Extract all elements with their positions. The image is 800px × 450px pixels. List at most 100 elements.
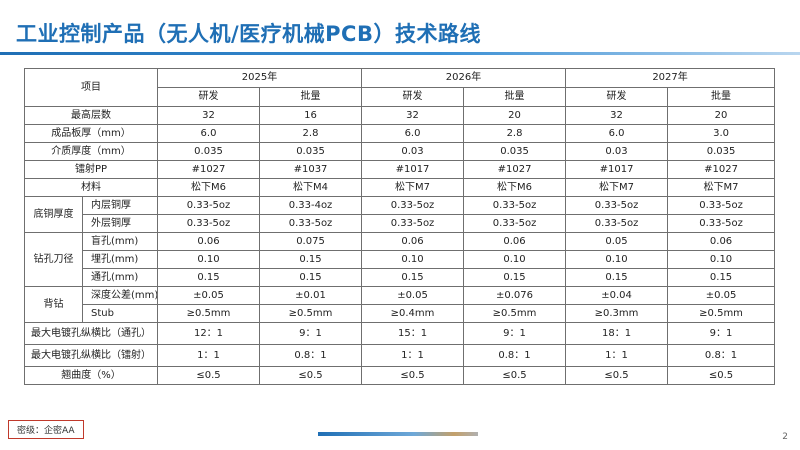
table-cell: 0.33-5oz bbox=[463, 196, 567, 215]
table-cell: 0.33-5oz bbox=[157, 196, 260, 215]
table-row: 通孔(mm) 0.15 0.15 0.15 0.15 0.15 0.15 bbox=[25, 268, 776, 287]
table-row: 最高层数 32 16 32 20 32 20 bbox=[24, 106, 776, 125]
table-cell: 0.03 bbox=[361, 142, 465, 161]
table-cell: 0.06 bbox=[157, 232, 260, 251]
table-cell: 32 bbox=[565, 106, 669, 125]
table-cell: ±0.05 bbox=[157, 286, 260, 305]
table-cell: 0.33-5oz bbox=[361, 196, 465, 215]
table-cell: 15：1 bbox=[361, 322, 465, 345]
table-cell: 0.10 bbox=[157, 250, 260, 269]
row-sub-label: 内层铜厚 bbox=[82, 196, 158, 215]
table-cell: 0.33-5oz bbox=[565, 196, 669, 215]
table-cell: ≤0.5 bbox=[258, 366, 363, 385]
table-cell: 20 bbox=[667, 106, 776, 125]
table-cell: 6.0 bbox=[565, 124, 669, 143]
table-row: 背钻 深度公差(mm) ±0.05 ±0.01 ±0.05 ±0.076 ±0.04 ±0.0… bbox=[24, 286, 776, 323]
table-cell: 松下M7 bbox=[667, 178, 776, 197]
table-cell: 0.33-5oz bbox=[361, 214, 465, 233]
table-cell: 18：1 bbox=[565, 322, 669, 345]
page-title: 工业控制产品（无人机/医疗机械PCB）技术路线 bbox=[16, 22, 481, 46]
row-group-label: 钻孔刀径 bbox=[24, 232, 83, 287]
table-cell: 1：1 bbox=[361, 344, 465, 367]
table-cell: 0.15 bbox=[667, 268, 776, 287]
table-cell: 0.33-5oz bbox=[258, 214, 363, 233]
phase-header-cell: 批量 bbox=[463, 87, 567, 107]
table-cell: 0.33-5oz bbox=[157, 214, 260, 233]
table-cell: ±0.076 bbox=[463, 286, 567, 305]
table-cell: ±0.01 bbox=[258, 286, 363, 305]
security-level-label: 密级：企密AA bbox=[8, 420, 84, 439]
table-row: 成品板厚（mm） 6.0 2.8 6.0 2.8 6.0 3.0 bbox=[24, 124, 776, 143]
phase-header-cell: 研发 bbox=[565, 87, 669, 107]
table-row: 底铜厚度 内层铜厚 0.33-5oz 0.33-4oz 0.33-5oz 0.33-5oz… bbox=[24, 196, 776, 233]
table-row: 最大电镀孔纵横比（镭射） 1：1 0.8：1 1：1 0.8：1 1：1 0.8：1 bbox=[24, 344, 776, 367]
table-cell: 0.06 bbox=[463, 232, 567, 251]
row-label: 介质厚度（mm） bbox=[24, 142, 158, 161]
row-label: 镭射PP bbox=[24, 160, 158, 179]
table-row: 材料 松下M6 松下M4 松下M7 松下M6 松下M7 松下M7 bbox=[24, 178, 776, 197]
row-label: 最大电镀孔纵横比（通孔） bbox=[24, 322, 158, 345]
phase-header-cell: 研发 bbox=[157, 87, 260, 107]
table-cell: 0.15 bbox=[157, 268, 260, 287]
row-label: 成品板厚（mm） bbox=[24, 124, 158, 143]
table-row: 最大电镀孔纵横比（通孔） 12：1 9：1 15：1 9：1 18：1 9：1 bbox=[24, 322, 776, 345]
table-cell: 松下M7 bbox=[361, 178, 465, 197]
table-cell: 0.33-5oz bbox=[667, 214, 776, 233]
table-cell: 松下M6 bbox=[157, 178, 260, 197]
table-cell: 0.15 bbox=[258, 268, 363, 287]
table-cell: 0.075 bbox=[258, 232, 363, 251]
table-cell: 9：1 bbox=[258, 322, 363, 345]
table-cell: 0.035 bbox=[258, 142, 363, 161]
table-cell: 0.035 bbox=[157, 142, 260, 161]
row-sub-label: Stub bbox=[82, 304, 158, 323]
table-cell: ±0.05 bbox=[667, 286, 776, 305]
table-cell: 1：1 bbox=[157, 344, 260, 367]
row-sub-label: 深度公差(mm) bbox=[82, 286, 158, 305]
table-cell: 0.15 bbox=[361, 268, 465, 287]
row-label: 材料 bbox=[24, 178, 158, 197]
table-row: 埋孔(mm) 0.10 0.15 0.10 0.10 0.10 0.10 bbox=[25, 250, 776, 269]
table-cell: ≤0.5 bbox=[361, 366, 465, 385]
header-row-years: 项目 2025年 2026年 2027年 bbox=[24, 68, 776, 107]
row-group-label: 底铜厚度 bbox=[24, 196, 83, 233]
table-cell: ≤0.5 bbox=[463, 366, 567, 385]
table-cell: 0.33-4oz bbox=[258, 196, 363, 215]
row-label: 最高层数 bbox=[24, 106, 158, 125]
year-header-cell: 2025年 bbox=[156, 68, 363, 88]
table-cell: ≥0.5mm bbox=[157, 304, 260, 323]
table-cell: 2.8 bbox=[463, 124, 567, 143]
table-cell: 20 bbox=[463, 106, 567, 125]
table-cell: 9：1 bbox=[463, 322, 567, 345]
table-cell: 松下M7 bbox=[565, 178, 669, 197]
row-label: 最大电镀孔纵横比（镭射） bbox=[24, 344, 158, 367]
table-cell: 9：1 bbox=[667, 322, 776, 345]
table-cell: #1037 bbox=[258, 160, 363, 179]
table-cell: 3.0 bbox=[667, 124, 776, 143]
table-cell: #1027 bbox=[157, 160, 260, 179]
table-cell: ≥0.5mm bbox=[258, 304, 363, 323]
table-cell: 0.15 bbox=[463, 268, 567, 287]
table-cell: 16 bbox=[258, 106, 363, 125]
row-label: 翘曲度（%） bbox=[24, 366, 158, 385]
table-cell: ≤0.5 bbox=[565, 366, 669, 385]
footer-decorative-bar bbox=[318, 432, 478, 436]
phase-header-cell: 批量 bbox=[258, 87, 363, 107]
table-cell: #1017 bbox=[361, 160, 465, 179]
phase-header-cell: 批量 bbox=[667, 87, 776, 107]
table-cell: ±0.05 bbox=[361, 286, 465, 305]
table-cell: 32 bbox=[361, 106, 465, 125]
table-cell: #1017 bbox=[565, 160, 669, 179]
table-cell: 1：1 bbox=[565, 344, 669, 367]
table-cell: ≥0.5mm bbox=[463, 304, 567, 323]
table-row: 介质厚度（mm） 0.035 0.035 0.03 0.035 0.03 0.035 bbox=[24, 142, 776, 161]
row-sub-label: 外层铜厚 bbox=[82, 214, 158, 233]
table-cell: 0.15 bbox=[565, 268, 669, 287]
tech-roadmap-table: 项目 2025年 2026年 2027年 研发 批量 研发 批量 研发 批量 最高层数 32 16 32 2… bbox=[24, 68, 776, 385]
table-cell: 0.10 bbox=[361, 250, 465, 269]
table-cell: ≥0.5mm bbox=[667, 304, 776, 323]
table-cell: 0.10 bbox=[667, 250, 776, 269]
table-cell: 0.03 bbox=[565, 142, 669, 161]
title-underline bbox=[0, 52, 800, 55]
table-cell: 32 bbox=[157, 106, 260, 125]
table-cell: #1027 bbox=[463, 160, 567, 179]
